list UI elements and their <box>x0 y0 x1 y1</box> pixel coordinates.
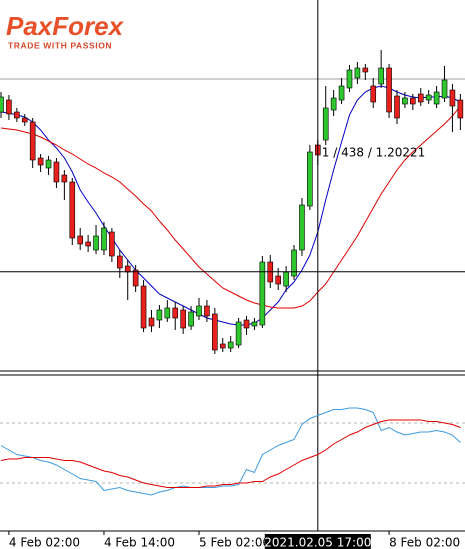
candle-body <box>45 159 52 169</box>
indicator-line <box>0 419 461 488</box>
candle-body <box>29 121 36 161</box>
candle-body <box>243 319 250 329</box>
candle-body <box>259 261 266 326</box>
candle-body <box>449 89 456 107</box>
candle-body <box>441 79 448 99</box>
indicator-line <box>0 407 461 496</box>
crosshair-time-box <box>264 534 371 549</box>
candle-body <box>188 311 194 327</box>
candle-body <box>6 99 12 115</box>
candle-body <box>172 307 179 319</box>
candle-body <box>402 97 408 105</box>
candle-body <box>53 161 60 183</box>
candle-body <box>212 313 218 351</box>
candle-body <box>338 85 345 101</box>
crosshair-time-label: 2021.02.05 17:00 <box>264 536 371 549</box>
candle-body <box>140 285 147 329</box>
candle-body <box>164 307 171 319</box>
candle-body <box>394 95 400 119</box>
candle-body <box>362 67 369 73</box>
candle-body <box>227 341 234 349</box>
candle-body <box>433 91 440 105</box>
candle-body <box>354 67 361 79</box>
candle-body <box>117 255 123 269</box>
candle-body <box>235 321 242 346</box>
logo-tagline: TRADE WITH PASSION <box>8 40 112 50</box>
candle-body <box>196 305 202 317</box>
indicator-line <box>0 105 461 309</box>
candle-body <box>457 99 464 119</box>
candle-body <box>378 67 384 85</box>
candle-body <box>291 249 297 277</box>
candle-body <box>251 321 258 327</box>
candle-body <box>69 181 76 239</box>
candle-body <box>93 235 99 251</box>
candle-body <box>204 305 210 317</box>
candle-body <box>283 271 289 287</box>
candle-body <box>61 174 68 183</box>
candle-body <box>37 157 44 166</box>
x-tick-label: 4 Feb 02:00 <box>9 536 80 549</box>
candle-body <box>21 117 28 123</box>
candle-body <box>410 97 416 105</box>
candle-body <box>417 93 424 103</box>
candle-body <box>180 309 186 329</box>
candle-body <box>148 317 155 327</box>
x-tick-label: 8 Feb 02:00 <box>389 536 460 549</box>
crosshair-label: 1 / 438 / 1.20221 <box>322 146 426 160</box>
candle-body <box>370 85 377 103</box>
candle-body <box>101 227 107 251</box>
candle-body <box>85 241 91 247</box>
candle-body <box>425 94 432 101</box>
indicator-line <box>0 85 461 326</box>
candle-body <box>156 309 163 321</box>
candle-body <box>307 151 313 207</box>
x-tick-label: 5 Feb 02:00 <box>199 536 270 549</box>
candle-body <box>330 97 337 111</box>
candle-body <box>0 96 4 113</box>
candle-body <box>386 67 392 113</box>
candle-body <box>14 111 20 119</box>
candle-body <box>109 231 115 257</box>
x-tick-label: 4 Feb 14:00 <box>104 536 175 549</box>
candle-body <box>299 204 305 251</box>
candle-body <box>132 269 139 287</box>
candle-body <box>219 343 226 349</box>
candle-body <box>322 107 329 141</box>
logo-text: PaxForex <box>6 11 125 41</box>
candle-body <box>275 275 282 285</box>
candle-body <box>346 69 353 89</box>
candle-body <box>77 235 83 245</box>
candle-body <box>124 265 131 273</box>
